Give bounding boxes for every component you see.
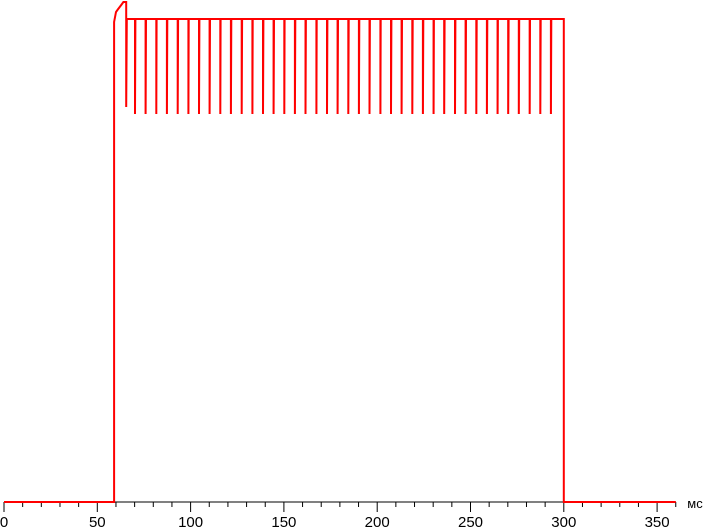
x-axis-unit: мс <box>687 496 703 511</box>
x-tick-label: 150 <box>271 514 296 530</box>
x-tick-label: 300 <box>551 514 576 530</box>
x-axis-ticks <box>3 502 677 512</box>
x-tick-label: 50 <box>89 514 106 530</box>
x-tick-label: 350 <box>645 514 670 530</box>
series-line <box>4 0 676 503</box>
x-axis-tick-labels: 0 50 100 150 200 250 300 350 <box>0 514 670 530</box>
x-tick-label: 200 <box>365 514 390 530</box>
x-tick-label: 250 <box>458 514 483 530</box>
x-tick-label: 0 <box>0 514 8 530</box>
x-tick-label: 100 <box>178 514 203 530</box>
